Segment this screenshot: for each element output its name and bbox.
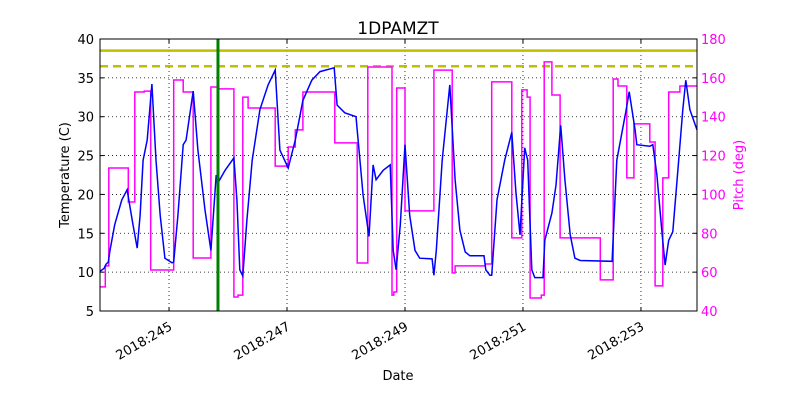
x-tick-label: 2018:253 [586,319,647,363]
y2-tick-label: 80 [701,227,718,242]
temperature-series-line [99,66,698,279]
y-tick-label: 5 [86,305,94,320]
y-tick-label: 25 [77,150,94,165]
y-axis-label: Temperature (C) [58,122,73,229]
series-layer [99,39,698,311]
x-axis-label: Date [382,369,413,384]
y-tick-label: 40 [77,33,94,48]
plot-frame [99,38,698,312]
y2-tick-label: 60 [701,266,718,281]
x-tick-label: 2018:249 [350,319,411,363]
y-tick-label: 35 [77,72,94,87]
x-tick-label: 2018:247 [232,319,293,363]
y2-tick-label: 100 [701,188,726,203]
pitch-series-line [100,61,697,299]
y-tick-label: 30 [77,111,94,126]
y2-tick-label: 180 [701,33,726,48]
y2-tick-label: 160 [701,72,726,87]
x-tick-label: 2018:251 [468,319,529,363]
y2-axis-label: Pitch (deg) [732,140,747,210]
y-tick-label: 15 [77,227,94,242]
chart-title: 1DPAMZT [357,19,439,39]
y2-tick-label: 40 [701,305,718,320]
y2-tick-label: 140 [701,111,726,126]
grid [100,39,697,311]
y-tick-label: 20 [77,188,94,203]
x-tick-label: 2018:245 [114,319,175,363]
y-tick-label: 10 [77,266,94,281]
y2-tick-label: 120 [701,150,726,165]
